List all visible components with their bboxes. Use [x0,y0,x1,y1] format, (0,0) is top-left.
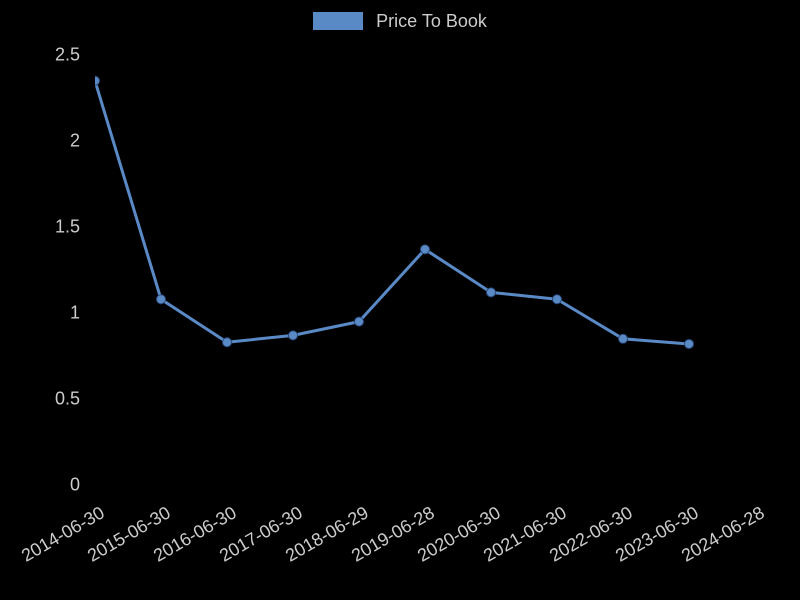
legend: Price To Book [0,10,800,32]
legend-swatch [313,12,363,30]
data-point [685,339,694,348]
data-point [157,295,166,304]
line-chart-svg [95,55,755,485]
y-tick-label: 0 [0,475,80,496]
data-point [487,288,496,297]
y-tick-label: 1 [0,303,80,324]
y-tick-label: 2 [0,131,80,152]
plot-area [95,55,755,485]
series-line [95,81,689,344]
data-point [289,331,298,340]
data-point [421,245,430,254]
data-point [95,76,100,85]
y-tick-label: 1.5 [0,217,80,238]
chart-container: Price To Book 00.511.522.52014-06-302015… [0,0,800,600]
y-tick-label: 0.5 [0,389,80,410]
legend-label: Price To Book [376,11,487,31]
data-point [619,334,628,343]
data-point [355,317,364,326]
data-point [223,338,232,347]
y-tick-label: 2.5 [0,45,80,66]
data-point [553,295,562,304]
